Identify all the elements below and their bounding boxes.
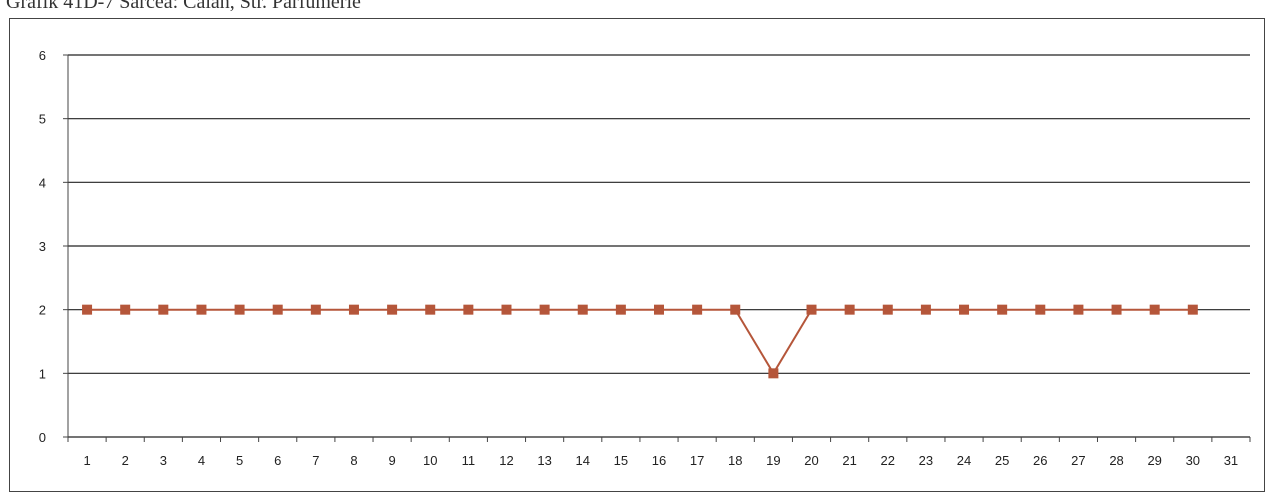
x-tick-label: 6 [274,453,281,468]
x-tick-label: 23 [919,453,933,468]
data-point [425,304,436,315]
x-tick-label: 25 [995,453,1009,468]
data-point [730,304,741,315]
data-point [577,304,588,315]
data-point [997,304,1008,315]
data-point [120,304,131,315]
data-point [387,304,398,315]
x-tick-label: 21 [842,453,856,468]
x-tick-label: 15 [614,453,628,468]
x-tick-label: 24 [957,453,971,468]
x-tick-label: 28 [1109,453,1123,468]
data-point [920,304,931,315]
x-tick-label: 7 [312,453,319,468]
x-tick-label: 27 [1071,453,1085,468]
x-tick-label: 3 [160,453,167,468]
data-point [348,304,359,315]
series-line-0 [87,308,1193,376]
data-point [310,304,321,315]
data-point [806,304,817,315]
y-tick-label: 1 [39,366,46,381]
data-point [196,304,207,315]
data-point [82,304,93,315]
data-point [501,304,512,315]
x-tick-label: 29 [1147,453,1161,468]
y-tick-label: 6 [39,48,46,63]
chart-caption: Grafik 41D-7 Sarcea: Calan, Str. Parfume… [6,0,361,13]
data-point [692,304,703,315]
data-point [882,304,893,315]
y-tick-label: 5 [39,112,46,127]
y-tick-label: 3 [39,239,46,254]
x-tick-label: 18 [728,453,742,468]
x-tick-label: 14 [576,453,590,468]
data-point [1187,304,1198,315]
x-tick-label: 1 [83,453,90,468]
x-tick-label: 8 [350,453,357,468]
data-point [844,304,855,315]
x-tick-label: 16 [652,453,666,468]
y-tick-label: 2 [39,303,46,318]
grid-layer [63,54,1251,442]
data-point [158,304,169,315]
data-point [768,368,779,379]
x-tick-label: 12 [499,453,513,468]
x-tick-label: 2 [122,453,129,468]
x-tick-label: 13 [537,453,551,468]
x-tick-label: 5 [236,453,243,468]
y-tick-label: 4 [39,175,46,190]
data-point [1149,304,1160,315]
x-tick-label: 10 [423,453,437,468]
data-point [1035,304,1046,315]
x-tick-label: 9 [388,453,395,468]
x-tick-label: 22 [881,453,895,468]
series-layer [82,304,1198,379]
x-tick-label: 20 [804,453,818,468]
data-point [463,304,474,315]
x-tick-label: 4 [198,453,205,468]
y-tick-label: 0 [39,430,46,445]
x-tick-labels: 1 2 3 4 5 6 7 8 9 10 11 12 13 14 15 16 17 18 19 20 21 22 23 24 2… [83,453,1238,468]
x-tick-label: 26 [1033,453,1047,468]
x-tick-label: 11 [462,453,476,468]
y-tick-labels: 0 1 2 3 4 5 6 [39,48,46,445]
data-point [272,304,283,315]
data-point [959,304,970,315]
data-point [1111,304,1122,315]
data-point [539,304,550,315]
data-point [615,304,626,315]
data-point [234,304,245,315]
data-point [654,304,664,315]
x-tick-label: 19 [766,453,780,468]
x-tick-label: 31 [1224,453,1238,468]
x-tick-label: 17 [690,453,704,468]
data-point [1073,304,1084,315]
x-tick-label: 30 [1186,453,1200,468]
